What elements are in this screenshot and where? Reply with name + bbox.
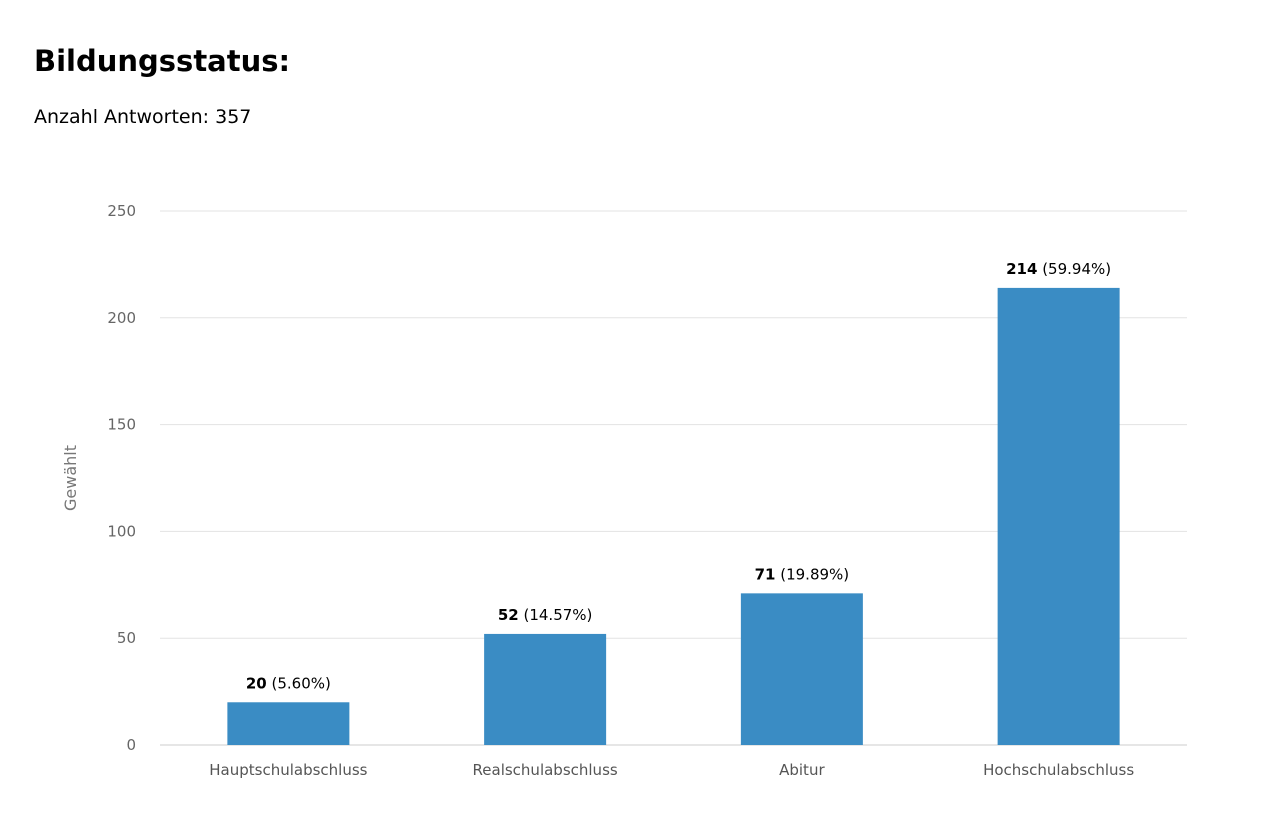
y-axis-title: Gewählt — [61, 445, 80, 511]
data-label-percent: (59.94%) — [1037, 260, 1111, 278]
y-tick-label: 50 — [117, 629, 136, 647]
data-labels: 20 (5.60%) 52 (14.57%) 71 (19.89%) 214 (59.… — [246, 260, 1111, 692]
bar — [484, 633, 607, 745]
data-label-value: 20 — [246, 674, 267, 692]
response-count: Anzahl Antworten: 357 — [34, 106, 252, 128]
y-tick-label: 150 — [107, 416, 136, 434]
x-category-label: Hauptschulabschluss — [209, 761, 367, 779]
x-category-label: Hochschulabschluss — [983, 761, 1134, 779]
bar — [740, 593, 863, 745]
data-label-percent: (19.89%) — [775, 565, 849, 583]
data-label: 71 (19.89%) — [755, 565, 850, 583]
y-tick-label: 250 — [107, 202, 136, 220]
data-label: 52 (14.57%) — [498, 606, 593, 624]
y-tick-label: 100 — [107, 522, 136, 540]
x-category-label: Realschulabschluss — [473, 761, 618, 779]
data-label-value: 52 — [498, 606, 519, 624]
data-label-percent: (14.57%) — [519, 606, 593, 624]
data-label-percent: (5.60%) — [267, 674, 331, 692]
bars — [227, 287, 1120, 745]
bar — [227, 702, 350, 745]
data-label-value: 71 — [755, 565, 776, 583]
y-tick-label: 200 — [107, 309, 136, 327]
x-category-label: Abitur — [779, 761, 825, 779]
y-tick-label: 0 — [126, 736, 136, 754]
data-label-value: 214 — [1006, 260, 1037, 278]
data-label: 20 (5.60%) — [246, 674, 331, 692]
x-axis-categories: Hauptschulabschluss Realschulabschluss Abi… — [209, 761, 1134, 779]
data-label: 214 (59.94%) — [1006, 260, 1111, 278]
y-axis-ticks: 0 50 100 150 200 250 — [107, 202, 136, 754]
bar — [997, 287, 1120, 745]
chart-title: Bildungsstatus: — [34, 44, 291, 78]
